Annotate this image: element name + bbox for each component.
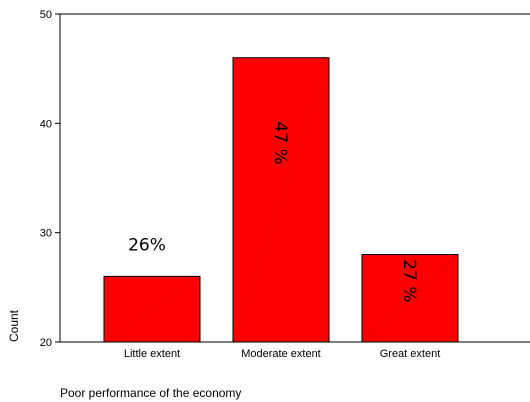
y-axis-ticks: 20 30 40 50: [40, 9, 60, 349]
y-axis-title: Count: [7, 309, 21, 342]
data-label: 26%: [128, 235, 166, 255]
y-tick-label: 40: [40, 118, 52, 130]
bar-diagonal: [104, 277, 200, 342]
x-tick-label: Great extent: [380, 348, 441, 360]
x-axis-title: Poor performance of the economy: [60, 386, 241, 400]
y-tick-label: 50: [40, 9, 52, 21]
x-tick-label: Moderate extent: [241, 348, 321, 360]
x-axis-tick-labels: Little extent Moderate extent Great extent: [124, 348, 440, 360]
data-label: 27 %: [399, 259, 419, 302]
bar-diagonal: [362, 255, 458, 342]
y-tick-label: 30: [40, 228, 52, 240]
bars: [103, 57, 459, 343]
bar-diagonal: [233, 58, 329, 342]
x-tick-label: Little extent: [124, 348, 180, 360]
data-labels: 26% 47 % 27 %: [128, 121, 419, 302]
data-label: 47 %: [270, 121, 290, 164]
y-tick-label: 20: [40, 337, 52, 349]
